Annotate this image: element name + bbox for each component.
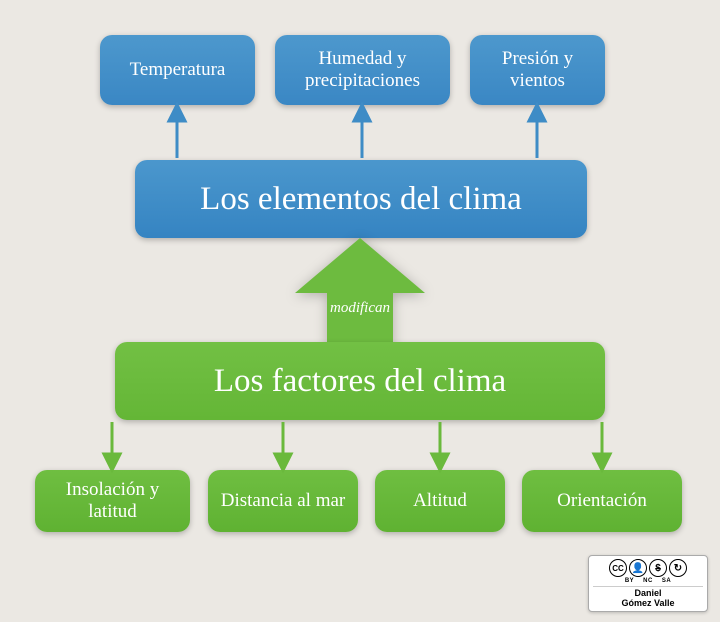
element-label: Humedad y precipitaciones xyxy=(287,48,438,92)
factors-title: Los factores del clima xyxy=(214,363,506,400)
element-box-humedad: Humedad y precipitaciones xyxy=(275,35,450,105)
factor-box-altitud: Altitud xyxy=(375,470,505,532)
cc-term: SA xyxy=(662,578,671,584)
cc-terms-row: BY NC SA xyxy=(593,578,703,584)
author-line2: Gómez Valle xyxy=(593,599,703,609)
element-box-temperatura: Temperatura xyxy=(100,35,255,105)
nc-icon: $ xyxy=(649,559,667,577)
factor-label: Altitud xyxy=(413,490,467,512)
cc-term: NC xyxy=(643,578,653,584)
factor-box-orientacion: Orientación xyxy=(522,470,682,532)
author-credit: Daniel Gómez Valle xyxy=(593,586,703,609)
cc-term: BY xyxy=(625,578,634,584)
cc-icons-row: CC 👤 $ ↻ xyxy=(593,559,703,577)
element-box-presion: Presión y vientos xyxy=(470,35,605,105)
by-icon: 👤 xyxy=(629,559,647,577)
factors-title-box: Los factores del clima xyxy=(115,342,605,420)
license-badge: CC 👤 $ ↻ BY NC SA Daniel Gómez Valle xyxy=(588,555,708,612)
elements-title-box: Los elementos del clima xyxy=(135,160,587,238)
factor-label: Orientación xyxy=(557,490,647,512)
cc-icon: CC xyxy=(609,559,627,577)
elements-title: Los elementos del clima xyxy=(200,181,522,218)
big-upward-arrow: modifican xyxy=(295,238,425,348)
element-label: Presión y vientos xyxy=(482,48,593,92)
factor-label: Insolación y latitud xyxy=(47,479,178,523)
sa-icon: ↻ xyxy=(669,559,687,577)
factor-box-insolacion: Insolación y latitud xyxy=(35,470,190,532)
factor-box-distancia: Distancia al mar xyxy=(208,470,358,532)
big-arrow-label: modifican xyxy=(295,300,425,317)
factor-label: Distancia al mar xyxy=(221,490,346,512)
diagram-canvas: Temperatura Humedad y precipitaciones Pr… xyxy=(0,0,720,622)
element-label: Temperatura xyxy=(130,59,226,81)
